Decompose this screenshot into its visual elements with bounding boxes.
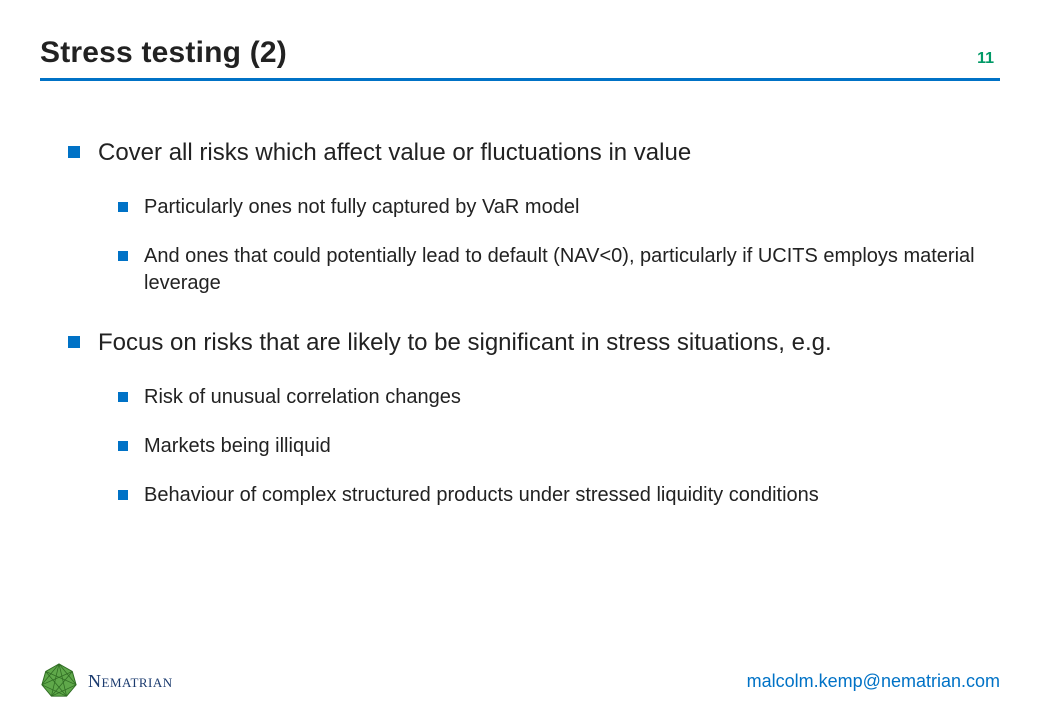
- footer-left: Nematrian: [40, 662, 173, 700]
- bullet-list-level2: Particularly ones not fully captured by …: [98, 194, 980, 297]
- sub-bullet-text: And ones that could potentially lead to …: [144, 245, 975, 294]
- header-row: Stress testing (2) 11: [40, 36, 1000, 76]
- sub-bullet-item: Behaviour of complex structured products…: [118, 482, 980, 509]
- bullet-text: Focus on risks that are likely to be sig…: [98, 329, 832, 356]
- bullet-text: Cover all risks which affect value or fl…: [98, 139, 691, 166]
- bullet-item: Focus on risks that are likely to be sig…: [68, 327, 980, 509]
- slide-title: Stress testing (2): [40, 36, 287, 70]
- page-number: 11: [977, 50, 1000, 70]
- bullet-item: Cover all risks which affect value or fl…: [68, 137, 980, 297]
- brand-name: Nematrian: [88, 671, 173, 692]
- bullet-list-level1: Cover all risks which affect value or fl…: [68, 137, 980, 509]
- sub-bullet-item: And ones that could potentially lead to …: [118, 243, 980, 297]
- footer: Nematrian malcolm.kemp@nematrian.com: [40, 662, 1000, 700]
- footer-email: malcolm.kemp@nematrian.com: [747, 671, 1000, 692]
- slide: Stress testing (2) 11 Cover all risks wh…: [0, 0, 1040, 720]
- sub-bullet-text: Risk of unusual correlation changes: [144, 386, 461, 408]
- sub-bullet-item: Particularly ones not fully captured by …: [118, 194, 980, 221]
- sub-bullet-text: Particularly ones not fully captured by …: [144, 196, 579, 218]
- bullet-list-level2: Risk of unusual correlation changes Mark…: [98, 384, 980, 509]
- sub-bullet-text: Markets being illiquid: [144, 435, 331, 457]
- content-area: Cover all risks which affect value or fl…: [40, 81, 1000, 509]
- sub-bullet-item: Markets being illiquid: [118, 433, 980, 460]
- sub-bullet-text: Behaviour of complex structured products…: [144, 484, 819, 506]
- sub-bullet-item: Risk of unusual correlation changes: [118, 384, 980, 411]
- logo-icon: [40, 662, 78, 700]
